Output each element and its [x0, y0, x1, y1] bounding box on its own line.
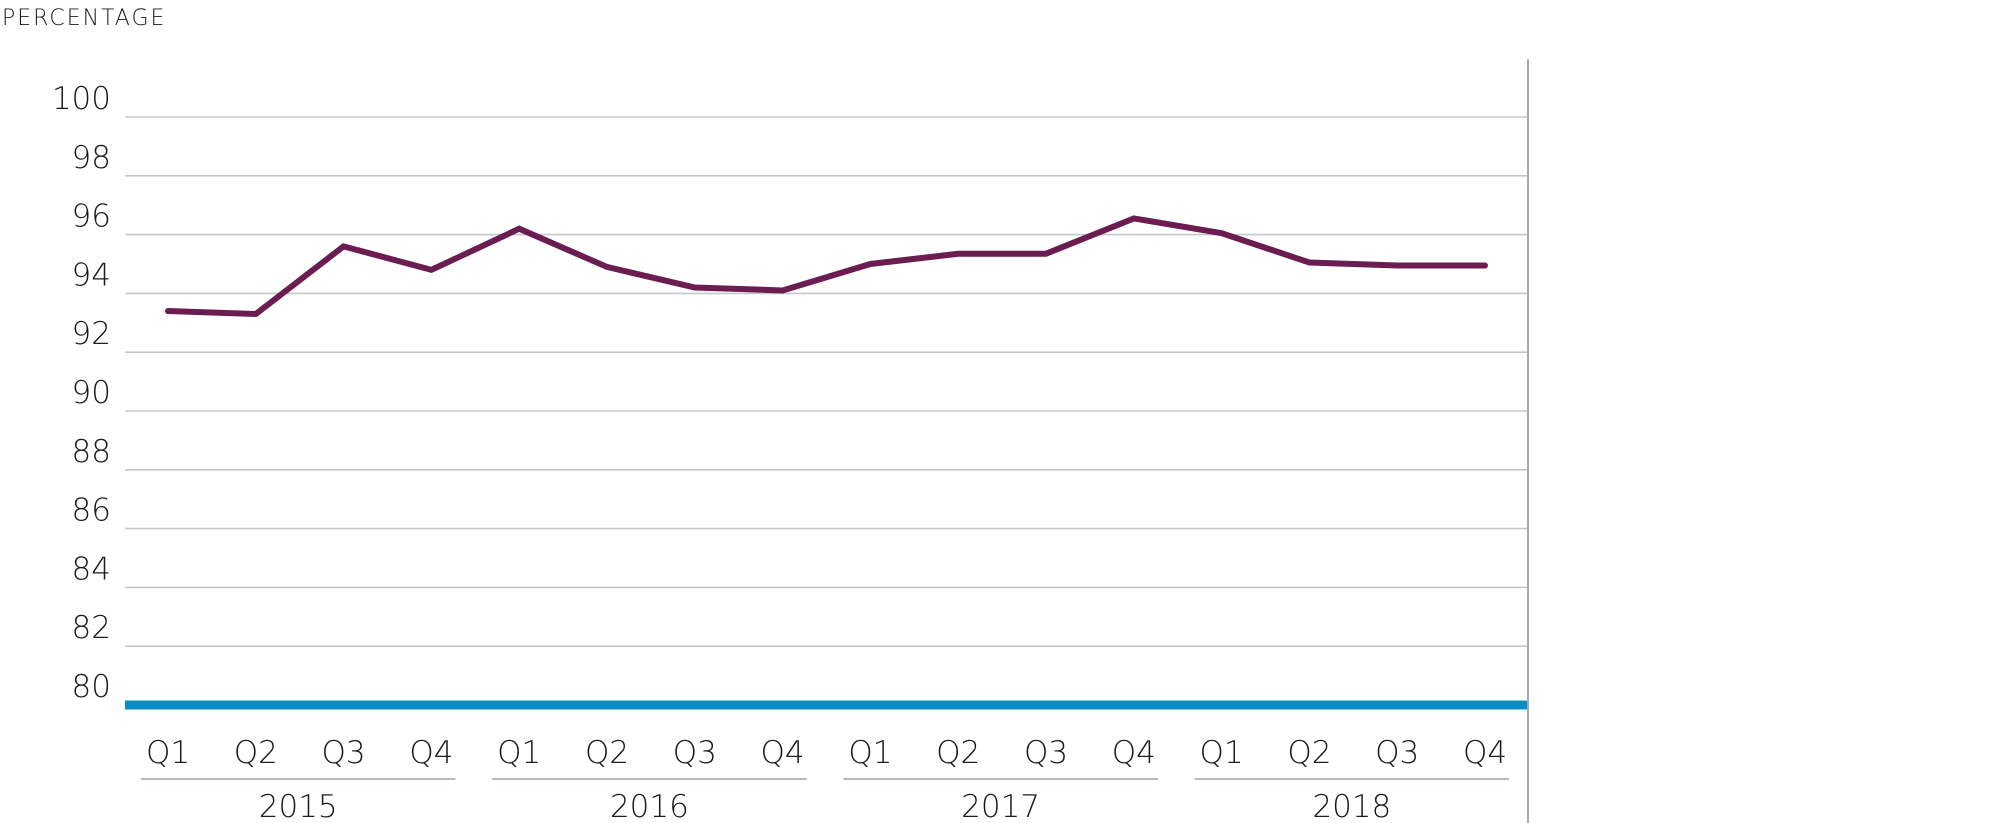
year-label: 2015: [259, 789, 338, 823]
x-tick-label: Q3: [1024, 735, 1068, 771]
x-tick-label: Q4: [1463, 735, 1507, 771]
baseline-bar: [125, 700, 1528, 710]
series-layer: [165, 215, 1488, 318]
series-line: [165, 215, 1488, 318]
x-tick-label: Q4: [761, 735, 805, 771]
x-tick-label: Q2: [234, 735, 278, 771]
x-tick-label: Q2: [936, 735, 980, 771]
y-tick-label: 100: [52, 81, 111, 117]
y-tick-label: 90: [72, 375, 111, 411]
x-tick-label: Q4: [1112, 735, 1156, 771]
year-label: 2016: [610, 789, 689, 823]
year-label: 2017: [961, 789, 1040, 823]
gridlines: [125, 116, 1528, 648]
y-tick-label: 94: [72, 257, 111, 293]
y-tick-label: 84: [72, 551, 111, 587]
y-axis-ticks: 100 98 96 94 92 90 88 86 84 82 80: [52, 81, 111, 705]
x-tick-label: Q3: [673, 735, 717, 771]
x-tick-label: Q4: [409, 735, 453, 771]
year-groups: 2015 2016 2017 2018: [141, 778, 1509, 823]
x-tick-label: Q1: [497, 735, 541, 771]
x-tick-label: Q1: [848, 735, 892, 771]
x-tick-label: Q1: [146, 735, 190, 771]
x-tick-label: Q3: [1375, 735, 1419, 771]
y-tick-label: 86: [72, 493, 111, 529]
y-tick-label: 88: [72, 434, 111, 470]
x-tick-label: Q2: [585, 735, 629, 771]
x-tick-label: Q2: [1287, 735, 1331, 771]
y-tick-label: 98: [72, 140, 111, 176]
x-tick-label: Q1: [1200, 735, 1244, 771]
y-tick-label: 96: [72, 199, 111, 235]
y-axis-unit-label: PERCENTAGE: [2, 6, 167, 31]
x-tick-label: Q3: [322, 735, 366, 771]
year-label: 2018: [1312, 789, 1391, 823]
y-tick-label: 92: [72, 316, 111, 352]
x-axis-ticks: Q1 Q2 Q3 Q4 Q1 Q2 Q3 Q4 Q1 Q2 Q3 Q4 Q1 Q2 Q3 Q4: [146, 735, 1507, 771]
baseline: [125, 700, 1528, 710]
y-tick-label: 80: [72, 669, 111, 705]
y-tick-label: 82: [72, 610, 111, 646]
